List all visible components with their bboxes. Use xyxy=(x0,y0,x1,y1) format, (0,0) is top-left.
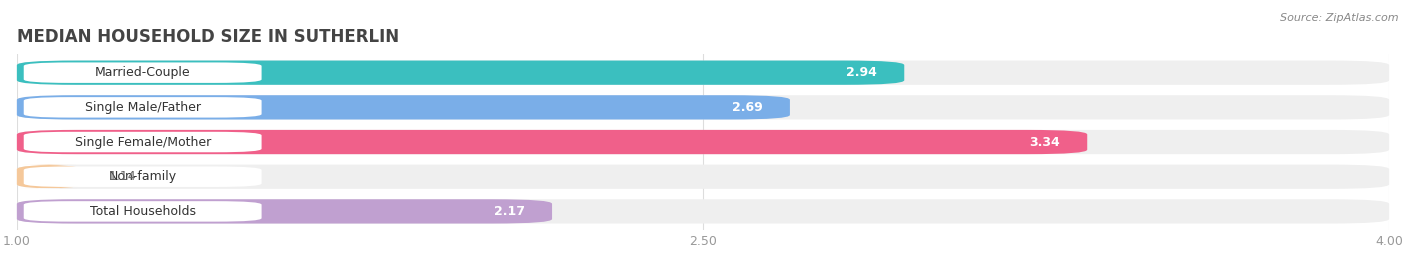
FancyBboxPatch shape xyxy=(24,132,262,152)
FancyBboxPatch shape xyxy=(17,165,1389,189)
Text: 1.14: 1.14 xyxy=(108,170,136,183)
FancyBboxPatch shape xyxy=(24,201,262,222)
Text: MEDIAN HOUSEHOLD SIZE IN SUTHERLIN: MEDIAN HOUSEHOLD SIZE IN SUTHERLIN xyxy=(17,28,399,46)
Text: Single Female/Mother: Single Female/Mother xyxy=(75,136,211,148)
Text: 2.17: 2.17 xyxy=(494,205,524,218)
Text: Single Male/Father: Single Male/Father xyxy=(84,101,201,114)
FancyBboxPatch shape xyxy=(17,130,1389,154)
FancyBboxPatch shape xyxy=(17,165,82,189)
FancyBboxPatch shape xyxy=(17,61,904,85)
FancyBboxPatch shape xyxy=(17,61,1389,85)
Text: Total Households: Total Households xyxy=(90,205,195,218)
Text: Married-Couple: Married-Couple xyxy=(94,66,190,79)
Text: 2.94: 2.94 xyxy=(846,66,877,79)
FancyBboxPatch shape xyxy=(24,166,262,187)
FancyBboxPatch shape xyxy=(17,199,1389,224)
FancyBboxPatch shape xyxy=(17,199,553,224)
Text: 2.69: 2.69 xyxy=(731,101,762,114)
FancyBboxPatch shape xyxy=(24,62,262,83)
Text: Non-family: Non-family xyxy=(108,170,177,183)
Text: 3.34: 3.34 xyxy=(1029,136,1060,148)
Text: Source: ZipAtlas.com: Source: ZipAtlas.com xyxy=(1281,13,1399,23)
FancyBboxPatch shape xyxy=(17,130,1087,154)
FancyBboxPatch shape xyxy=(17,95,1389,120)
FancyBboxPatch shape xyxy=(24,97,262,118)
FancyBboxPatch shape xyxy=(17,95,790,120)
